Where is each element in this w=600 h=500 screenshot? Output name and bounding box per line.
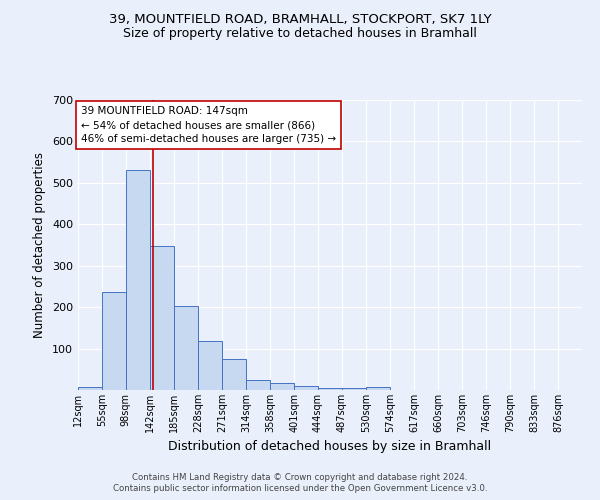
Bar — [174, 306, 198, 390]
Bar — [126, 170, 150, 390]
Bar — [102, 292, 126, 390]
Bar — [270, 382, 294, 390]
Bar — [78, 387, 102, 390]
Text: Contains HM Land Registry data © Crown copyright and database right 2024.: Contains HM Land Registry data © Crown c… — [132, 472, 468, 482]
X-axis label: Distribution of detached houses by size in Bramhall: Distribution of detached houses by size … — [169, 440, 491, 454]
Bar — [366, 386, 390, 390]
Bar — [318, 388, 342, 390]
Bar — [246, 380, 270, 390]
Bar — [342, 388, 366, 390]
Y-axis label: Number of detached properties: Number of detached properties — [34, 152, 46, 338]
Bar — [222, 359, 246, 390]
Text: 39, MOUNTFIELD ROAD, BRAMHALL, STOCKPORT, SK7 1LY: 39, MOUNTFIELD ROAD, BRAMHALL, STOCKPORT… — [109, 12, 491, 26]
Bar — [294, 386, 318, 390]
Text: Contains public sector information licensed under the Open Government Licence v3: Contains public sector information licen… — [113, 484, 487, 493]
Bar — [150, 246, 174, 390]
Text: 39 MOUNTFIELD ROAD: 147sqm
← 54% of detached houses are smaller (866)
46% of sem: 39 MOUNTFIELD ROAD: 147sqm ← 54% of deta… — [81, 106, 336, 144]
Text: Size of property relative to detached houses in Bramhall: Size of property relative to detached ho… — [123, 28, 477, 40]
Bar — [198, 341, 222, 390]
